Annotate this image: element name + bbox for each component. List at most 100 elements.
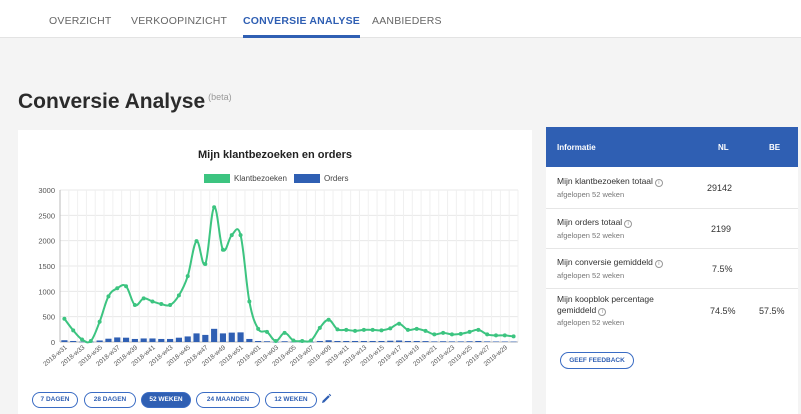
info-row-nl-value: 2199 xyxy=(711,224,732,234)
klantbezoeken-point xyxy=(326,317,331,322)
info-row-label: Mijn orders totaal i xyxy=(557,217,633,228)
klantbezoeken-point xyxy=(502,333,507,338)
klantbezoeken-point xyxy=(511,334,516,339)
info-icon[interactable]: i xyxy=(654,179,663,187)
y-tick-label: 1500 xyxy=(38,262,55,271)
orders-bar xyxy=(140,338,147,342)
legend-label-orders: Orders xyxy=(324,174,349,183)
range-24-maanden-button[interactable]: 24 MAANDEN xyxy=(196,392,260,408)
orders-bar xyxy=(387,340,394,342)
page-title-text: Conversie Analyse xyxy=(18,90,206,113)
klantbezoeken-point xyxy=(388,326,393,331)
info-row-label: Mijn klantbezoeken totaal i xyxy=(557,176,663,187)
klantbezoeken-point xyxy=(353,328,358,333)
orders-bar xyxy=(211,328,218,342)
info-row-conversie: Mijn conversie gemiddeld i afgelopen 52 w… xyxy=(546,249,798,289)
info-icon[interactable]: i xyxy=(624,220,633,228)
legend-swatch-orders xyxy=(294,174,320,183)
klantbezoeken-point xyxy=(414,326,419,331)
orders-bar xyxy=(149,338,156,342)
orders-bar xyxy=(175,337,182,342)
y-tick-label: 500 xyxy=(42,313,55,322)
orders-bar xyxy=(122,337,130,342)
klantbezoeken-point xyxy=(256,326,261,331)
info-row-be-value: 57.5% xyxy=(759,306,785,316)
klantbezoeken-point xyxy=(432,332,437,337)
info-header-title: Informatie xyxy=(557,143,596,152)
klantbezoeken-point xyxy=(273,338,278,343)
orders-bar xyxy=(219,333,227,342)
klantbezoeken-point xyxy=(80,337,85,342)
orders-bar xyxy=(246,338,253,342)
orders-bar xyxy=(510,341,517,343)
info-header: Informatie NL BE xyxy=(546,127,798,167)
info-row-label-text: Mijn koopblok percentage gemiddeld xyxy=(557,294,654,315)
pencil-icon[interactable] xyxy=(320,393,332,405)
orders-bar xyxy=(281,341,288,342)
orders-bar xyxy=(167,338,174,342)
orders-bar xyxy=(228,332,235,342)
info-row-klantbezoeken: Mijn klantbezoeken totaal i afgelopen 52 … xyxy=(546,167,798,209)
orders-bar xyxy=(369,340,376,342)
klantbezoeken-point xyxy=(423,328,428,333)
info-icon[interactable]: i xyxy=(654,260,663,268)
klantbezoeken-point xyxy=(300,338,305,343)
orders-bar xyxy=(466,341,473,342)
klantbezoeken-point xyxy=(370,327,375,332)
tab-conversie-analyse[interactable]: CONVERSIE ANALYSE xyxy=(243,0,360,38)
orders-bar xyxy=(78,341,86,343)
orders-bar xyxy=(475,340,482,342)
orders-bar xyxy=(237,332,244,342)
y-tick-label: 2000 xyxy=(38,237,55,246)
legend-label-klantbezoeken: Klantbezoeken xyxy=(234,174,287,183)
beta-badge: (beta) xyxy=(208,92,232,102)
info-row-nl-value: 29142 xyxy=(707,183,733,193)
klantbezoeken-point xyxy=(194,239,199,244)
tab-overzicht[interactable]: OVERZICHT xyxy=(49,15,112,27)
klantbezoeken-point xyxy=(449,332,454,337)
orders-bar xyxy=(413,340,420,342)
orders-bar xyxy=(431,341,438,342)
orders-bar xyxy=(255,340,262,342)
klantbezoeken-point xyxy=(309,338,314,343)
info-row-koopblok: Mijn koopblok percentage gemiddeld i afge… xyxy=(546,289,798,331)
orders-bar xyxy=(360,340,367,342)
orders-bar xyxy=(105,338,112,342)
klantbezoeken-point xyxy=(317,325,322,330)
info-row-orders: Mijn orders totaal i afgelopen 52 weken 2… xyxy=(546,209,798,249)
info-icon[interactable]: i xyxy=(598,308,607,316)
klantbezoeken-point xyxy=(115,286,120,291)
klantbezoeken-point xyxy=(124,284,129,289)
orders-bar xyxy=(334,340,341,342)
klantbezoeken-point xyxy=(62,316,67,321)
info-row-sub: afgelopen 52 weken xyxy=(557,271,625,280)
orders-bar xyxy=(184,336,191,342)
tab-verkoopinzicht[interactable]: VERKOOPINZICHT xyxy=(131,15,228,27)
klantbezoeken-point xyxy=(203,261,208,266)
range-12-weken-button[interactable]: 12 WEKEN xyxy=(265,392,317,408)
klantbezoeken-point xyxy=(88,338,93,343)
orders-bar xyxy=(484,341,491,342)
orders-bar xyxy=(343,340,350,342)
info-row-sub: afgelopen 52 weken xyxy=(557,318,625,327)
info-row-nl-value: 74.5% xyxy=(710,306,736,316)
tab-aanbieders[interactable]: AANBIEDERS xyxy=(372,15,442,27)
orders-bar xyxy=(457,341,464,342)
feedback-button[interactable]: GEEF FEEDBACK xyxy=(560,352,634,369)
legend-swatch-klantbezoeken xyxy=(204,174,230,183)
info-panel: Informatie NL BE Mijn klantbezoeken tota… xyxy=(546,127,798,414)
klantbezoeken-point xyxy=(405,327,410,332)
orders-bar xyxy=(316,340,323,342)
range-52-weken-button[interactable]: 52 WEKEN xyxy=(141,392,191,408)
klantbezoeken-point xyxy=(441,330,446,335)
range-7-dagen-button[interactable]: 7 DAGEN xyxy=(32,392,78,408)
range-28-dagen-button[interactable]: 28 DAGEN xyxy=(84,392,136,408)
klantbezoeken-point xyxy=(229,233,234,238)
klantbezoeken-point xyxy=(493,333,498,338)
orders-bar xyxy=(202,334,209,342)
info-row-label-text: Mijn orders totaal xyxy=(557,217,623,227)
klantbezoeken-point xyxy=(176,293,181,298)
klantbezoeken-point xyxy=(361,327,366,332)
klantbezoeken-point xyxy=(220,247,225,252)
info-row-label: Mijn conversie gemiddeld i xyxy=(557,257,663,268)
